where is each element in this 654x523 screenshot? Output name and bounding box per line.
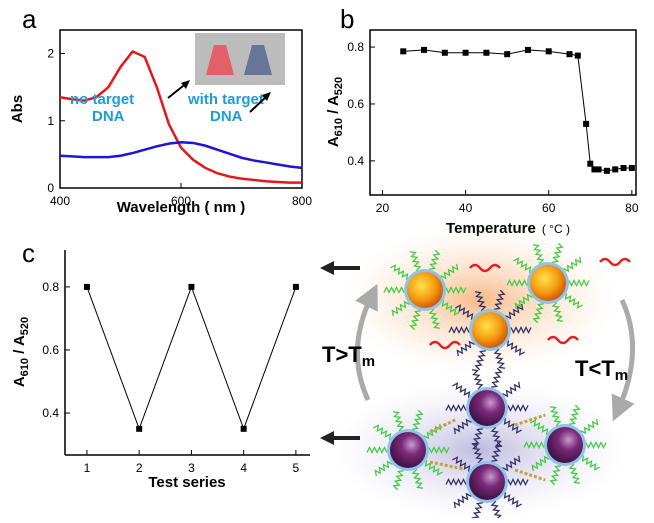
label-main: T>T [322,342,362,367]
annotation-line: no target [70,91,134,108]
panel-label: b [340,4,354,34]
particle [469,390,505,426]
left-label: T>Tm [322,342,375,370]
particle [469,464,505,500]
particle [472,312,508,348]
data-point [604,168,610,174]
x-tick-label: 5 [293,461,300,475]
x-tick-label: 1 [84,461,91,475]
y-axis-title-text: A [11,376,28,387]
y-axis-title-text: Abs [9,95,26,123]
y-axis-title-sub: 610 [333,118,345,136]
figure: 400600800012aWavelength ( nm )Absno targ… [0,0,654,518]
data-point [587,161,593,167]
data-point [621,165,627,171]
data-point [546,48,552,54]
data-point [629,165,635,171]
x-tick-label: 800 [292,194,312,208]
data-point [84,284,90,290]
data-line [87,287,296,429]
data-point [567,51,573,57]
y-axis-title-text: A [325,136,342,147]
y-axis-title-text: / A [325,95,342,118]
data-point [525,47,531,53]
data-point [293,284,299,290]
x-tick-label: 400 [50,194,70,208]
label-main: T<T [575,356,615,381]
y-tick-label: 0.4 [42,406,59,420]
label-sub: m [615,367,628,384]
y-tick-label: 0 [47,181,54,195]
data-point [241,426,247,432]
data-point [400,48,406,54]
particle [547,427,583,463]
arrow-head [320,431,334,445]
data-point [188,284,194,290]
data-point [612,166,618,172]
annotation-line: with target [187,91,264,108]
y-axis-title: A610 / A520 [325,77,345,147]
x-tick-label: 2 [136,461,143,475]
annotation: no targetDNA [70,91,134,125]
right-label: T<Tm [575,356,628,384]
y-tick-label: 0.8 [347,40,364,54]
x-tick-label: 60 [542,201,556,215]
data-point [504,51,510,57]
y-axis-title-sub: 610 [19,358,31,376]
y-tick-label: 2 [47,47,54,61]
data-point [483,50,489,56]
inset-photo [195,33,285,85]
x-tick-label: 3 [188,461,195,475]
arrow-head [320,261,334,275]
data-point [442,50,448,56]
y-axis-title: Abs [9,95,26,123]
particle [390,432,426,468]
cycle-arrow [618,300,633,410]
panel-label: a [22,4,37,34]
y-axis-title-text: / A [11,335,28,358]
data-point [136,426,142,432]
y-tick-label: 0.6 [42,343,59,357]
annotation: with targetDNA [187,91,264,125]
annotation-line: DNA [92,108,125,125]
data-point [596,166,602,172]
panel-label: c [22,238,35,268]
data-point [575,53,581,59]
x-axis-title-text: Wavelength ( nm ) [117,199,246,216]
data-point [583,121,589,127]
y-axis-title-sub: 520 [19,317,31,335]
annotation-line: DNA [210,108,243,125]
y-tick-label: 0.4 [347,154,364,168]
x-axis-title: Wavelength ( nm ) [117,199,246,216]
y-tick-label: 0.8 [42,280,59,294]
data-point [421,47,427,53]
y-axis-title: A610 / A520 [11,317,31,387]
y-tick-label: 1 [47,114,54,128]
x-tick-label: 20 [376,201,390,215]
data-point [463,50,469,56]
y-tick-label: 0.6 [347,97,364,111]
y-axis-title-sub: 520 [333,77,345,95]
x-axis-title: Test series [148,474,225,491]
free-strand [600,259,630,265]
particle [407,272,443,308]
x-tick-label: 40 [459,201,473,215]
x-tick-label: 4 [240,461,247,475]
label-sub: m [362,353,375,370]
x-tick-label: 80 [625,201,639,215]
particle [530,265,566,301]
x-axis-title-text: Test series [148,474,225,491]
data-line [403,50,632,171]
